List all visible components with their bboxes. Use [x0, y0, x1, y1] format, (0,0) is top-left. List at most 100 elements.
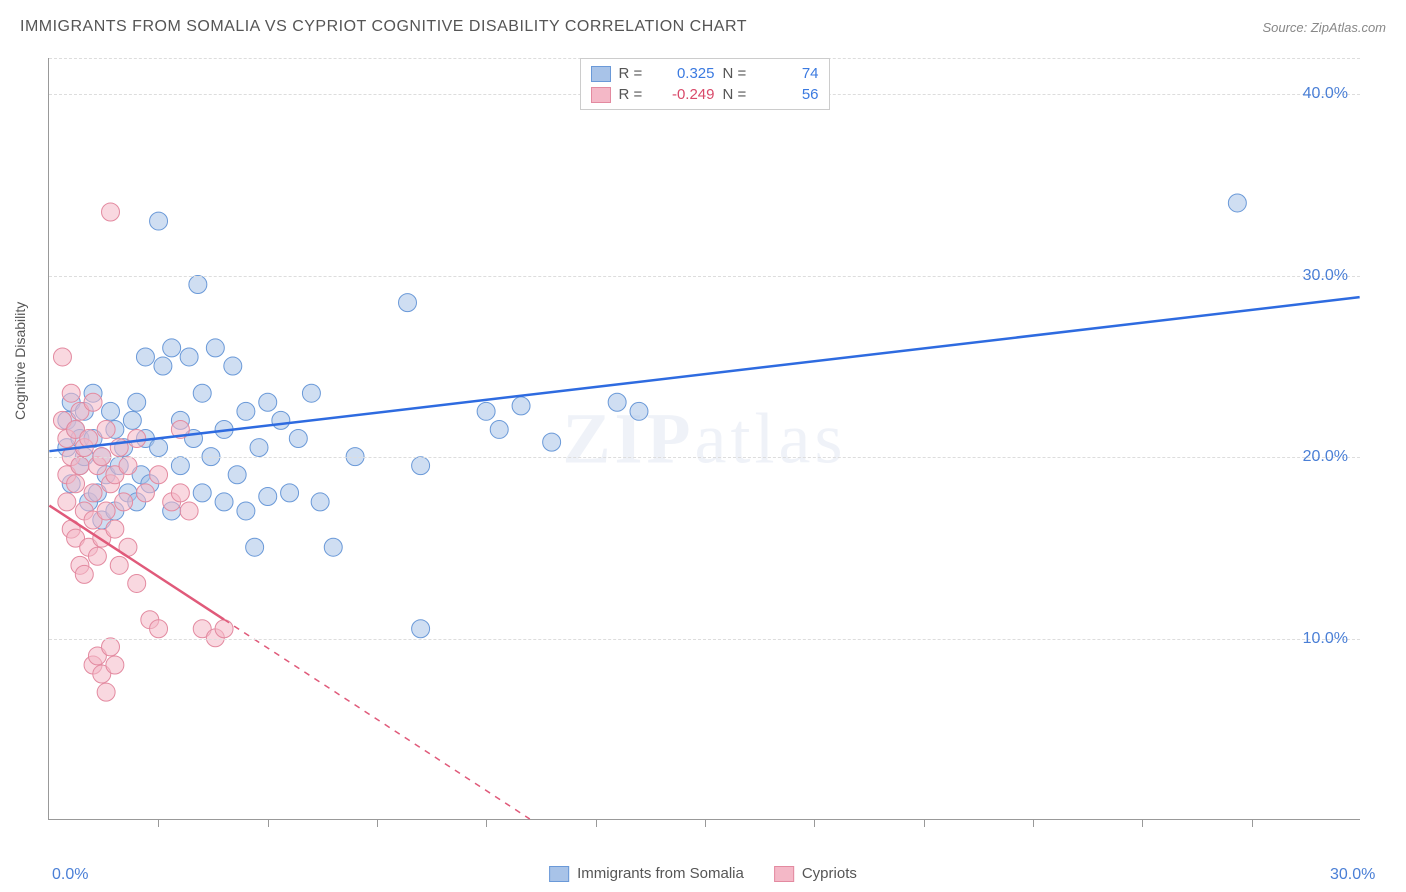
scatter-point-cypriots: [67, 475, 85, 493]
scatter-point-somalia: [272, 411, 290, 429]
scatter-point-cypriots: [53, 348, 71, 366]
scatter-point-somalia: [150, 439, 168, 457]
title-bar: IMMIGRANTS FROM SOMALIA VS CYPRIOT COGNI…: [20, 18, 1386, 36]
scatter-point-cypriots: [62, 384, 80, 402]
scatter-point-somalia: [289, 430, 307, 448]
scatter-point-cypriots: [97, 683, 115, 701]
x-tick: [596, 819, 597, 827]
scatter-point-cypriots: [171, 484, 189, 502]
scatter-point-somalia: [302, 384, 320, 402]
legend-row-0: R = 0.325 N = 74: [591, 63, 819, 84]
legend-bottom: Immigrants from Somalia Cypriots: [549, 865, 857, 882]
x-tick: [158, 819, 159, 827]
scatter-point-cypriots: [84, 393, 102, 411]
scatter-point-cypriots: [58, 493, 76, 511]
scatter-point-cypriots: [88, 547, 106, 565]
scatter-point-somalia: [490, 420, 508, 438]
r-label-0: R =: [619, 65, 647, 82]
scatter-point-somalia: [324, 538, 342, 556]
scatter-point-somalia: [123, 411, 141, 429]
legend-bottom-item-0: Immigrants from Somalia: [549, 865, 744, 882]
scatter-point-cypriots: [115, 493, 133, 511]
scatter-point-somalia: [412, 620, 430, 638]
x-tick: [1033, 819, 1034, 827]
r-value-1: -0.249: [655, 86, 715, 103]
scatter-point-somalia: [512, 397, 530, 415]
scatter-point-somalia: [102, 402, 120, 420]
scatter-point-somalia: [259, 487, 277, 505]
scatter-point-cypriots: [75, 565, 93, 583]
scatter-point-somalia: [128, 393, 146, 411]
regression-line: [49, 297, 1359, 451]
scatter-point-somalia: [136, 348, 154, 366]
x-tick: [486, 819, 487, 827]
legend-bottom-label-1: Cypriots: [802, 865, 857, 882]
legend-bottom-swatch-0: [549, 866, 569, 882]
scatter-point-somalia: [237, 502, 255, 520]
scatter-point-somalia: [237, 402, 255, 420]
y-tick-label: 20.0%: [1303, 448, 1348, 466]
scatter-point-cypriots: [180, 502, 198, 520]
scatter-point-cypriots: [110, 556, 128, 574]
scatter-point-somalia: [224, 357, 242, 375]
y-tick-label: 10.0%: [1303, 630, 1348, 648]
regression-line: [224, 620, 530, 819]
scatter-point-somalia: [150, 212, 168, 230]
scatter-point-somalia: [215, 493, 233, 511]
legend-top: R = 0.325 N = 74 R = -0.249 N = 56: [580, 58, 830, 110]
scatter-point-somalia: [630, 402, 648, 420]
scatter-point-somalia: [193, 484, 211, 502]
legend-swatch-1: [591, 87, 611, 103]
scatter-point-somalia: [543, 433, 561, 451]
x-tick: [1252, 819, 1253, 827]
x-tick: [705, 819, 706, 827]
scatter-point-somalia: [180, 348, 198, 366]
scatter-point-cypriots: [97, 420, 115, 438]
scatter-point-somalia: [163, 339, 181, 357]
gridline: [49, 639, 1360, 640]
scatter-point-cypriots: [128, 430, 146, 448]
scatter-point-cypriots: [150, 466, 168, 484]
n-label-1: N =: [723, 86, 751, 103]
scatter-point-cypriots: [215, 620, 233, 638]
y-tick-label: 40.0%: [1303, 85, 1348, 103]
scatter-point-cypriots: [128, 574, 146, 592]
scatter-point-cypriots: [150, 620, 168, 638]
x-tick: [924, 819, 925, 827]
x-tick-label: 30.0%: [1330, 866, 1375, 884]
scatter-point-somalia: [171, 457, 189, 475]
x-tick: [268, 819, 269, 827]
scatter-point-cypriots: [106, 656, 124, 674]
x-tick: [1142, 819, 1143, 827]
scatter-point-somalia: [246, 538, 264, 556]
scatter-point-somalia: [189, 275, 207, 293]
scatter-point-somalia: [608, 393, 626, 411]
source-label: Source: ZipAtlas.com: [1262, 20, 1386, 35]
scatter-point-somalia: [311, 493, 329, 511]
scatter-point-somalia: [281, 484, 299, 502]
scatter-point-cypriots: [102, 203, 120, 221]
y-axis-label: Cognitive Disability: [12, 302, 28, 420]
legend-swatch-0: [591, 66, 611, 82]
legend-bottom-item-1: Cypriots: [774, 865, 857, 882]
scatter-point-cypriots: [71, 457, 89, 475]
scatter-point-cypriots: [102, 638, 120, 656]
n-label-0: N =: [723, 65, 751, 82]
x-tick: [377, 819, 378, 827]
scatter-point-cypriots: [136, 484, 154, 502]
scatter-point-somalia: [399, 294, 417, 312]
scatter-point-somalia: [228, 466, 246, 484]
r-value-0: 0.325: [655, 65, 715, 82]
scatter-point-cypriots: [119, 457, 137, 475]
legend-bottom-swatch-1: [774, 866, 794, 882]
plot-area: ZIPatlas R = 0.325 N = 74 R = -0.249 N =…: [48, 58, 1360, 820]
legend-bottom-label-0: Immigrants from Somalia: [577, 865, 744, 882]
chart-svg: [49, 58, 1360, 819]
scatter-point-somalia: [1228, 194, 1246, 212]
chart-title: IMMIGRANTS FROM SOMALIA VS CYPRIOT COGNI…: [20, 18, 747, 36]
r-label-1: R =: [619, 86, 647, 103]
scatter-point-cypriots: [97, 502, 115, 520]
scatter-point-cypriots: [84, 484, 102, 502]
scatter-point-somalia: [259, 393, 277, 411]
gridline: [49, 457, 1360, 458]
